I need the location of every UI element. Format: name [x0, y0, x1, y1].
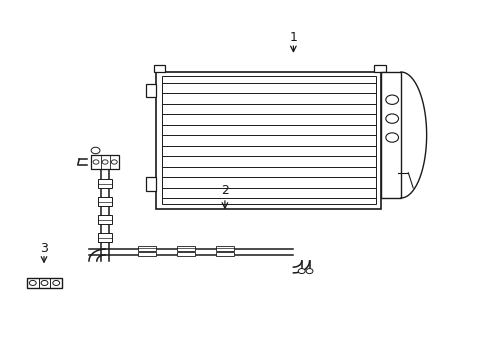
- Bar: [156, 72, 381, 209]
- Circle shape: [385, 133, 398, 142]
- Bar: [177, 246, 194, 251]
- Bar: [138, 246, 155, 251]
- Bar: [145, 84, 156, 97]
- Bar: [162, 76, 375, 204]
- Text: 3: 3: [40, 242, 48, 255]
- Circle shape: [385, 95, 398, 104]
- Circle shape: [102, 160, 108, 164]
- Circle shape: [305, 269, 312, 274]
- Circle shape: [93, 160, 99, 164]
- Circle shape: [111, 160, 117, 164]
- Bar: [216, 246, 233, 251]
- Text: 1: 1: [289, 31, 297, 44]
- Bar: [27, 278, 62, 288]
- Bar: [145, 177, 156, 191]
- Circle shape: [385, 114, 398, 123]
- Bar: [373, 65, 386, 72]
- Circle shape: [53, 280, 60, 285]
- Bar: [98, 197, 112, 206]
- Bar: [216, 252, 233, 256]
- Text: 2: 2: [221, 184, 228, 197]
- Bar: [154, 65, 164, 72]
- Circle shape: [29, 280, 36, 285]
- Bar: [381, 72, 400, 198]
- Bar: [138, 252, 155, 256]
- Bar: [177, 252, 194, 256]
- Circle shape: [41, 280, 48, 285]
- Bar: [98, 179, 112, 188]
- Bar: [91, 155, 119, 169]
- Circle shape: [91, 147, 100, 154]
- Circle shape: [298, 269, 305, 274]
- Bar: [98, 233, 112, 242]
- Bar: [98, 215, 112, 224]
